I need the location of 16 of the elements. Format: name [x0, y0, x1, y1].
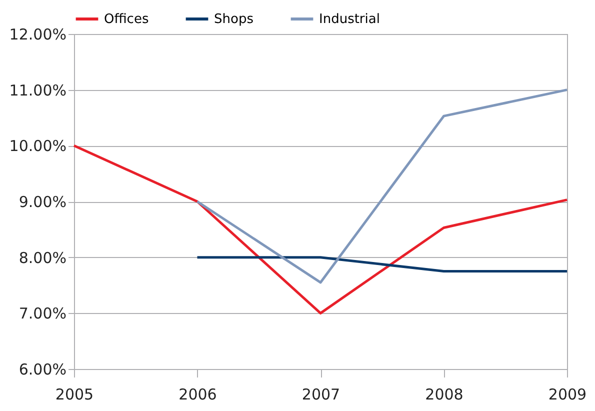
y-tick-label: 10.00%: [9, 137, 66, 156]
y-tick-label: 12.00%: [9, 26, 66, 44]
y-tick-label: 9.00%: [18, 193, 66, 211]
x-tick-label: 2008: [425, 386, 464, 404]
y-tick-label: 6.00%: [18, 360, 66, 378]
y-tick-label: 11.00%: [9, 81, 66, 100]
legend-label: Offices: [104, 12, 149, 27]
legend-label: Industrial: [319, 12, 380, 27]
x-tick-label: 2006: [178, 386, 217, 404]
y-tick-label: 7.00%: [18, 304, 66, 323]
legend-label: Shops: [214, 12, 254, 27]
x-tick-label: 2005: [55, 386, 94, 404]
line-series: [196, 88, 568, 284]
y-tick-label: 8.00%: [18, 248, 66, 267]
x-tick-label: 2007: [302, 386, 340, 404]
x-tick-label: 2009: [548, 386, 587, 404]
